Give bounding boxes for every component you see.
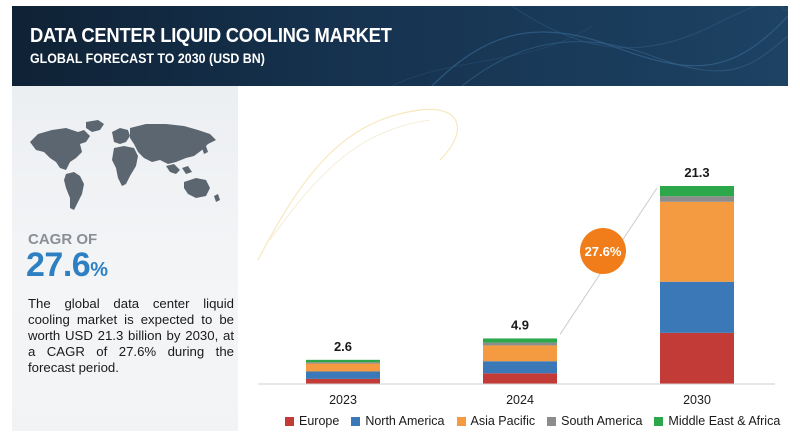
legend-swatch [351, 416, 361, 426]
cagr-badge-label: 27.6% [585, 244, 622, 259]
legend-swatch [654, 416, 664, 426]
bar-segment-2023-4 [306, 359, 380, 363]
total-label-2023: 2.6 [334, 339, 352, 354]
cagr-badge [580, 228, 626, 274]
summary-panel: CAGR OF 27.6% The global data center liq… [12, 86, 238, 431]
legend-swatch [285, 416, 294, 426]
x-tick-label-2030: 2030 [683, 393, 711, 407]
cagr-unit: % [90, 259, 108, 281]
bar-segment-2024-3 [483, 342, 557, 346]
bar-segment-2023-2 [306, 363, 380, 372]
bar-segment-2030-3 [660, 196, 734, 202]
total-label-2030: 21.3 [684, 165, 709, 180]
bar-segment-2023-0 [306, 378, 380, 384]
legend-item-3: South America [547, 414, 642, 428]
bar-segment-2030-1 [660, 281, 734, 333]
chart-subtitle: GLOBAL FORECAST TO 2030 (USD BN) [30, 51, 265, 66]
chart-legend: Europe North America Asia Pacific South Ame… [285, 414, 792, 428]
legend-item-1: North America [351, 414, 445, 428]
chart-title: DATA CENTER LIQUID COOLING MARKET [30, 25, 392, 47]
legend-label: North America [365, 414, 445, 428]
legend-swatch [547, 416, 557, 426]
cagr-label: CAGR OF [28, 231, 98, 248]
legend-item-4: Middle East & Africa [654, 414, 780, 428]
legend-item-2: Asia Pacific [456, 414, 536, 428]
bar-segment-2030-0 [660, 332, 734, 384]
bar-segment-2024-1 [483, 361, 557, 374]
bar-segment-2030-2 [660, 201, 734, 282]
legend-label: Asia Pacific [470, 414, 536, 428]
bar-segment-2030-4 [660, 186, 734, 197]
cagr-number: 27.6 [26, 246, 91, 284]
bar-segment-2024-0 [483, 373, 557, 384]
header-banner: DATA CENTER LIQUID COOLING MARKET GLOBAL… [12, 6, 788, 86]
x-tick-label-2024: 2024 [506, 393, 534, 407]
world-map-icon [30, 120, 220, 210]
legend-swatch [456, 416, 466, 426]
header-decoration [391, 6, 788, 86]
summary-description: The global data center liquid cooling ma… [28, 296, 234, 375]
x-tick-label-2023: 2023 [329, 393, 357, 407]
chart-decoration [257, 108, 458, 261]
legend-label: Middle East & Africa [668, 414, 781, 428]
bar-segment-2023-3 [306, 362, 380, 364]
chart-decoration [269, 119, 431, 241]
cagr-value: 27.6% [26, 246, 108, 285]
total-label-2024: 4.9 [511, 317, 529, 332]
bar-segment-2024-2 [483, 345, 557, 362]
legend-label: Europe [299, 414, 340, 428]
bar-segment-2024-4 [483, 338, 557, 343]
legend-item-0: Europe [285, 414, 339, 428]
bar-segment-2023-1 [306, 371, 380, 379]
legend-label: South America [561, 414, 643, 428]
